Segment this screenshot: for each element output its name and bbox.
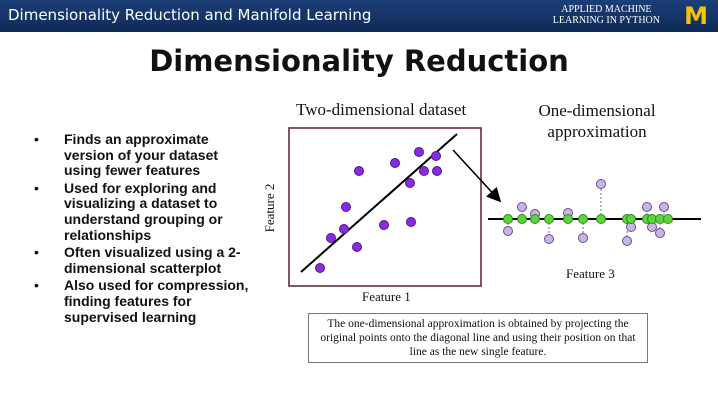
original-point <box>642 202 652 212</box>
projected-point <box>517 214 527 224</box>
projected-point <box>663 214 673 224</box>
course-name-line1: APPLIED MACHINE <box>561 4 652 15</box>
michigan-logo: M <box>684 2 708 30</box>
original-point <box>659 202 669 212</box>
projected-point <box>503 214 513 224</box>
projected-point <box>530 214 540 224</box>
caption-box: The one-dimensional approximation is obt… <box>308 313 648 363</box>
bullet-marker: • <box>34 179 39 196</box>
two-dim-title: Two-dimensional dataset <box>296 100 467 119</box>
projected-points <box>503 214 673 224</box>
scatter-frame <box>288 127 482 287</box>
original-point <box>655 228 665 238</box>
bullet-text: Finds an approximate version of your dat… <box>64 131 219 179</box>
x-axis-label: Feature 1 <box>362 289 411 304</box>
bullet-item: • Often visualized using a 2-dimensional … <box>34 244 259 276</box>
one-dim-title-line2: approximation <box>547 122 647 141</box>
projection-arrow <box>452 149 502 203</box>
scatter-point <box>379 220 389 230</box>
scatter-point <box>432 166 442 176</box>
scatter-points <box>315 147 442 273</box>
original-point <box>596 179 606 189</box>
original-point <box>544 234 554 244</box>
projected-point <box>544 214 554 224</box>
original-point <box>622 236 632 246</box>
scatter-point <box>339 224 349 234</box>
projected-point <box>596 214 606 224</box>
bullet-marker: • <box>34 131 39 147</box>
bullet-item: • Finds an approximate version of your da… <box>34 131 259 179</box>
scatter-point <box>315 263 325 273</box>
course-name-line2: LEARNING IN PYTHON <box>552 15 660 26</box>
slide-title: Dimensionality Reduction <box>149 44 569 78</box>
bullet-marker: • <box>34 277 39 294</box>
scatter-point <box>390 158 400 168</box>
scatter-point <box>414 147 424 157</box>
bullet-text: Also used for compression, finding featu… <box>64 277 249 325</box>
diagonal-line <box>300 133 458 273</box>
bullet-list: • Finds an approximate version of your da… <box>34 131 259 327</box>
projected-point <box>626 214 636 224</box>
scatter-point <box>341 202 351 212</box>
original-point <box>503 226 513 236</box>
scatter-point <box>326 233 336 243</box>
course-name: APPLIED MACHINE LEARNING IN PYTHON <box>553 4 660 26</box>
header-bar: Dimensionality Reduction and Manifold Le… <box>0 0 718 32</box>
scatter-point <box>352 242 362 252</box>
bullet-text: Used for exploring and visualizing a dat… <box>64 179 223 243</box>
scatter-point <box>419 166 429 176</box>
original-points <box>503 179 669 246</box>
bullet-marker: • <box>34 244 39 261</box>
bullet-item: • Also used for compression, finding feat… <box>34 278 259 325</box>
feature3-label: Feature 3 <box>566 266 615 281</box>
projected-point <box>563 214 573 224</box>
bullet-text: Often visualized using a 2-dimensional s… <box>64 244 241 276</box>
one-dim-title-line1: One-dimensional <box>538 101 656 120</box>
lecture-title: Dimensionality Reduction and Manifold Le… <box>8 6 372 24</box>
original-point <box>578 233 588 243</box>
scatter-point <box>406 217 416 227</box>
scatter-point <box>431 151 441 161</box>
one-dim-title: One-dimensional approximation <box>530 100 664 142</box>
bullet-item: • Used for exploring and visualizing a da… <box>34 179 259 243</box>
scatter-point <box>405 178 415 188</box>
projected-point <box>578 214 588 224</box>
scatter-point <box>354 166 364 176</box>
original-point <box>517 202 527 212</box>
